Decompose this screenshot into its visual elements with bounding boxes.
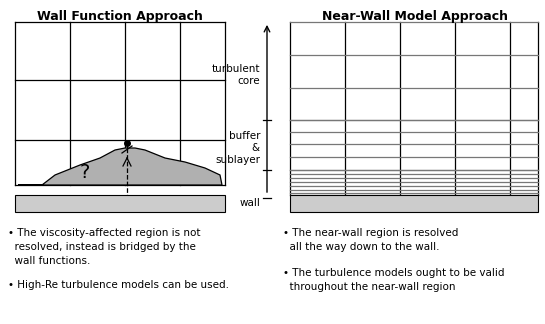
Text: wall: wall <box>239 198 260 208</box>
Text: ?: ? <box>80 164 90 182</box>
Text: • High-Re turbulence models can be used.: • High-Re turbulence models can be used. <box>8 280 229 290</box>
Text: • The viscosity-affected region is not
  resolved, instead is bridged by the
  w: • The viscosity-affected region is not r… <box>8 228 201 266</box>
Bar <box>290 195 538 212</box>
Text: Near-Wall Model Approach: Near-Wall Model Approach <box>322 10 508 23</box>
Bar <box>15 195 225 212</box>
Text: buffer
&
sublayer: buffer & sublayer <box>215 131 260 165</box>
Text: Wall Function Approach: Wall Function Approach <box>37 10 203 23</box>
Polygon shape <box>18 148 222 185</box>
Text: turbulent
core: turbulent core <box>211 64 260 86</box>
Text: • The turbulence models ought to be valid
  throughout the near-wall region: • The turbulence models ought to be vali… <box>283 268 505 292</box>
Text: • The near-wall region is resolved
  all the way down to the wall.: • The near-wall region is resolved all t… <box>283 228 458 252</box>
